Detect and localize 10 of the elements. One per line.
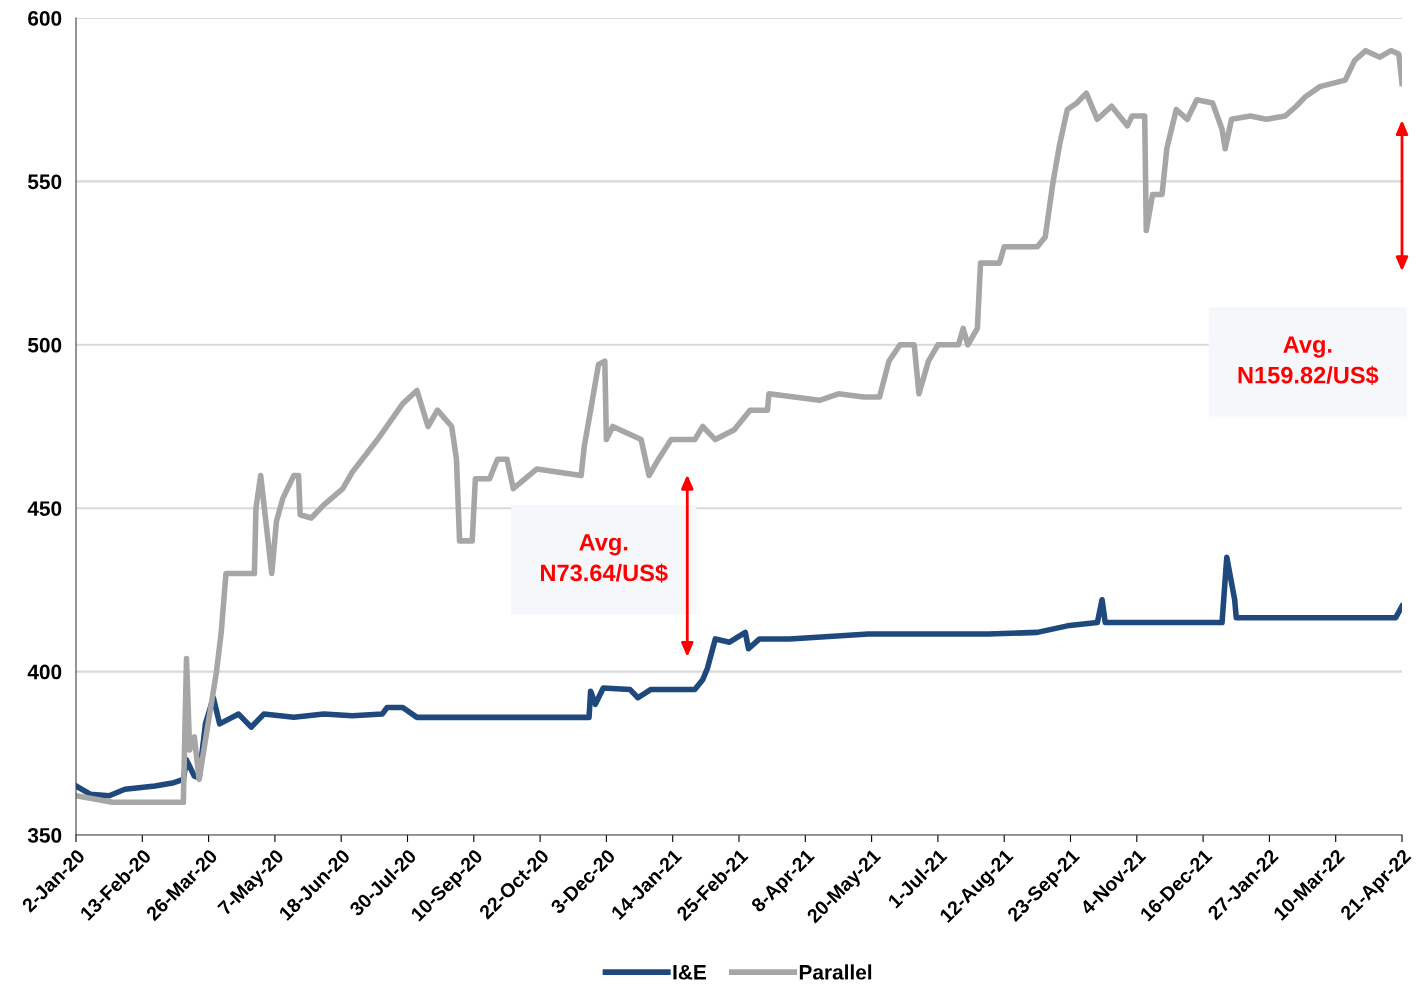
y-tick-label: 350 <box>27 828 62 843</box>
y-tick-label: 550 <box>28 174 62 190</box>
legend-label: Parallel <box>799 964 872 980</box>
legend-label: I&E <box>673 965 706 980</box>
y-tick-label: 400 <box>27 664 62 680</box>
y-tick-label: 600 <box>28 11 62 26</box>
annotation: Avg. N73.64/US$ <box>541 534 668 583</box>
y-tick-label: 500 <box>28 337 62 353</box>
annotation: Avg. N159.82/US$ <box>1238 336 1379 386</box>
y-tick-label: 450 <box>27 501 62 516</box>
